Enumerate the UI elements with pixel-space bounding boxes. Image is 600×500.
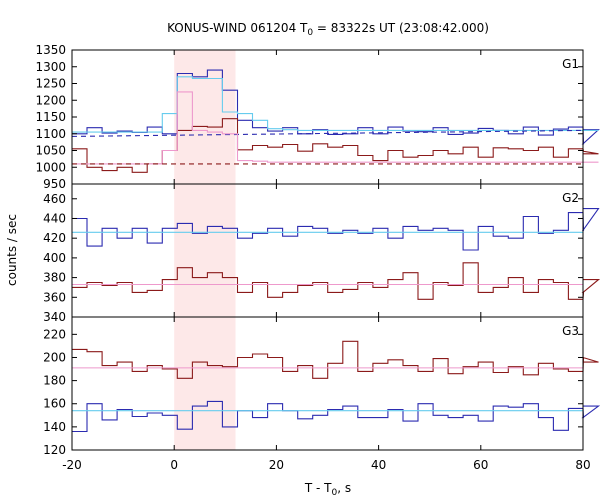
y-tick-label: 340 [43, 310, 66, 324]
y-tick-label: 1300 [35, 60, 66, 74]
panel-frame [71, 183, 584, 318]
x-tick-label: 40 [371, 458, 386, 472]
x-axis-label: T - T0, s [304, 481, 351, 498]
panel-label: G1 [562, 57, 579, 71]
highlight-band [174, 184, 236, 317]
y-tick-label: 1000 [35, 160, 66, 174]
x-tick-label: 60 [473, 458, 488, 472]
y-tick-label: 160 [43, 397, 66, 411]
series-low [72, 340, 599, 379]
y-tick-label: 180 [43, 374, 66, 388]
panel-g3: 120 140 160 180 200 220 G3 [43, 316, 600, 457]
y-tick-label: 380 [43, 271, 66, 285]
y-tick-label: 1350 [35, 43, 66, 57]
y-tick-label: 1250 [35, 77, 66, 91]
panel-frame [71, 316, 584, 451]
highlight-band [174, 317, 236, 450]
panel-g2: 340 360 380 400 420 440 460 G2 [43, 183, 600, 324]
series-high [72, 400, 600, 433]
y-tick-label: 120 [43, 443, 66, 457]
panel-label: G2 [562, 191, 579, 205]
y-tick-label: 950 [43, 177, 66, 191]
series-high [72, 208, 600, 251]
x-axis-label-subscript: 0 [332, 488, 338, 498]
y-axis-label: counts / sec [5, 214, 19, 286]
y-tick-label: 1100 [35, 127, 66, 141]
y-tick-label: 400 [43, 251, 66, 265]
y-tick-label: 440 [43, 211, 66, 225]
series-low [72, 262, 600, 300]
panel-g1: 950 1000 1050 1100 1150 1200 1250 1300 1350 G1 [35, 43, 600, 191]
y-tick-label: 200 [43, 350, 66, 364]
series-high_level [71, 129, 584, 137]
y-tick-label: 220 [43, 327, 66, 341]
highlight-band [174, 50, 236, 184]
y-tick-label: 140 [43, 420, 66, 434]
series-low_fit [72, 91, 599, 165]
x-tick-label: 80 [575, 458, 590, 472]
series-high_fit [72, 76, 599, 133]
panel-label: G3 [562, 324, 579, 338]
y-tick-label: 1050 [35, 144, 66, 158]
x-tick-label: 0 [170, 458, 178, 472]
chart-title-subscript: 0 [307, 28, 313, 38]
y-tick-label: 360 [43, 290, 66, 304]
chart-title: KONUS-WIND 061204 T0 = 83322s UT (23:08:… [167, 21, 489, 38]
x-tick-label: 20 [269, 458, 284, 472]
y-tick-label: 460 [43, 192, 66, 206]
series-high [72, 69, 600, 145]
y-tick-label: 1200 [35, 93, 66, 107]
y-tick-label: 1150 [35, 110, 66, 124]
x-tick-label: -20 [62, 458, 82, 472]
y-tick-label: 420 [43, 231, 66, 245]
